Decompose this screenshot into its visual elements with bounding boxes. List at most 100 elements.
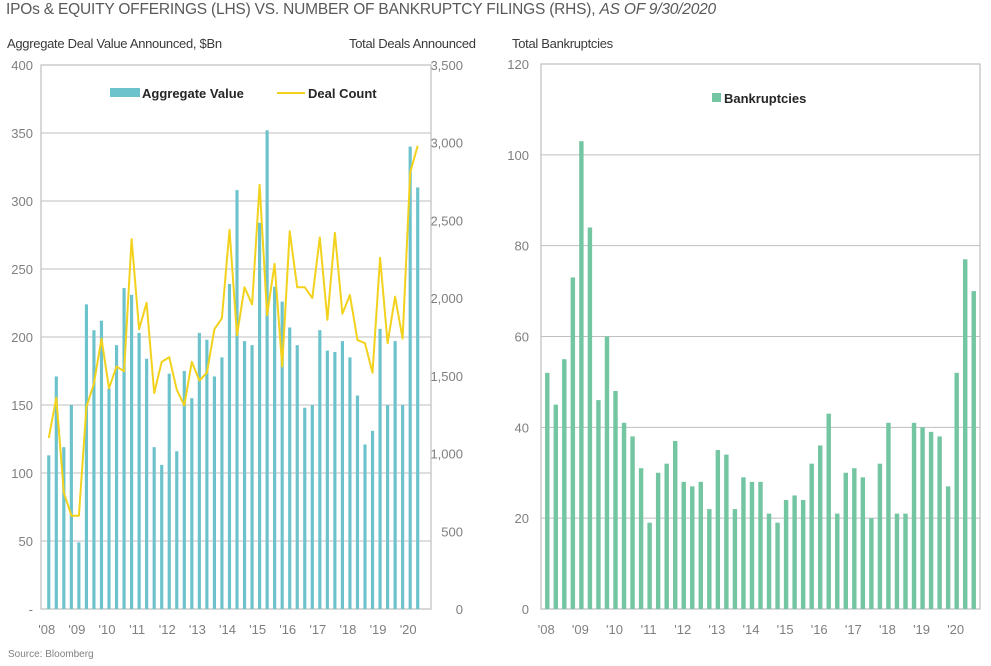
aggregate-value-bar	[378, 328, 382, 609]
right-x-tick-label: '10	[606, 622, 623, 637]
bankruptcy-bar	[826, 413, 831, 609]
bankruptcy-y-axis-label: Total Bankruptcies	[512, 36, 613, 51]
source-note: Source: Bloomberg	[8, 649, 94, 660]
aggregate-value-bar	[325, 350, 329, 609]
bankruptcy-bar	[911, 422, 917, 609]
left-y-tick-label: 350	[11, 126, 33, 141]
bankruptcy-bar	[809, 463, 814, 609]
aggregate-value-bar	[137, 332, 141, 609]
aggregate-value-bar	[114, 345, 119, 609]
bankruptcy-bar	[596, 400, 601, 609]
bankruptcy-y-tick-label: 0	[522, 602, 529, 617]
bankruptcy-bar	[638, 468, 644, 609]
aggregate-value-bar	[92, 330, 96, 609]
bankruptcy-bar	[817, 445, 823, 609]
bankruptcy-bar	[971, 291, 976, 609]
bankruptcy-bar	[579, 141, 584, 610]
right-y-tick-label: 3,000	[430, 136, 463, 151]
aggregate-value-bar	[54, 376, 58, 609]
aggregate-value-bar	[190, 398, 194, 609]
bankruptcy-bar	[655, 472, 661, 609]
aggregate-value-bar	[62, 447, 66, 609]
bankruptcy-bar	[792, 495, 797, 609]
aggregate-value-bar	[363, 444, 367, 609]
bankruptcy-bar	[724, 454, 729, 609]
left-x-tick-label: '13	[189, 622, 206, 637]
bankruptcy-bar	[545, 372, 550, 609]
bankruptcy-bar	[852, 468, 857, 609]
bankruptcy-bar	[775, 522, 780, 609]
aggregate-value-bar	[288, 327, 292, 609]
aggregate-value-bar	[318, 330, 322, 609]
bankruptcy-bar	[894, 513, 900, 609]
left-x-tick-label: '10	[99, 622, 116, 637]
aggregate-value-bar	[152, 447, 156, 609]
aggregate-value-bar	[355, 395, 360, 609]
right-x-tick-label: '16	[811, 622, 828, 637]
left-x-tick-label: '14	[219, 622, 236, 637]
bankruptcy-bar	[630, 436, 635, 609]
right-x-tick-label: '17	[845, 622, 862, 637]
right-x-tick-label: '18	[879, 622, 896, 637]
bankruptcy-bar	[758, 481, 763, 609]
right-x-tick-label: '12	[674, 622, 691, 637]
bankruptcy-y-tick-label: 120	[507, 57, 529, 72]
aggregate-value-bar	[265, 130, 269, 609]
bankruptcy-y-tick-label: 100	[507, 148, 529, 163]
bankruptcy-bar	[553, 404, 559, 609]
bankruptcy-y-tick-label: 20	[515, 511, 529, 526]
bankruptcy-bar	[783, 500, 789, 609]
aggregate-value-bar	[310, 405, 314, 609]
bankruptcy-bar	[903, 513, 908, 609]
aggregate-value-bar	[303, 407, 307, 609]
aggregate-value-bar	[340, 341, 344, 609]
bankruptcy-bar	[962, 259, 968, 609]
bankruptcy-bar	[672, 440, 678, 609]
left-y-axis-label: Aggregate Deal Value Announced, $Bn	[7, 36, 222, 51]
aggregate-value-bar	[160, 464, 164, 609]
left-x-tick-label: '11	[129, 622, 145, 637]
bankruptcy-bar	[698, 481, 704, 609]
left-y-tick-label: 50	[19, 534, 33, 549]
aggregate-value-bar	[130, 294, 134, 609]
right-x-tick-label: '11	[641, 622, 657, 637]
right-y-tick-label: 1,500	[430, 369, 463, 384]
aggregate-value-bar	[273, 286, 277, 609]
left-x-tick-label: '15	[249, 622, 266, 637]
legend-label-bankruptcies: Bankruptcies	[724, 91, 806, 106]
right-x-tick-label: '15	[777, 622, 794, 637]
bankruptcy-bar	[621, 422, 627, 609]
bankruptcy-bar	[707, 509, 712, 609]
aggregate-value-bar	[167, 373, 171, 609]
aggregate-value-bar	[393, 341, 397, 609]
left-x-tick-label: '08	[38, 622, 55, 637]
right-x-tick-label: '14	[742, 622, 759, 637]
aggregate-value-bar	[77, 542, 81, 609]
bankruptcy-bar	[954, 372, 959, 609]
bankruptcy-bar	[869, 518, 874, 609]
aggregate-value-bar	[227, 283, 232, 609]
left-y-tick-label: 200	[11, 330, 33, 345]
right-y-tick-label: 1,000	[430, 447, 463, 462]
right-y-tick-label: 2,500	[430, 213, 463, 228]
bankruptcy-bar	[835, 513, 840, 609]
aggregate-value-bar	[401, 405, 405, 609]
bankruptcy-bar	[664, 463, 669, 609]
aggregate-value-bar	[212, 376, 216, 609]
aggregate-value-bar	[197, 332, 201, 609]
aggregate-value-bar	[182, 371, 186, 609]
bankruptcy-bar	[843, 472, 849, 609]
aggregate-value-bar	[416, 187, 420, 609]
aggregate-value-bar	[47, 455, 51, 609]
bankruptcy-bar	[937, 436, 942, 609]
right-y-tick-label: 2,000	[430, 291, 463, 306]
aggregate-value-bar	[348, 357, 352, 609]
aggregate-value-bar	[145, 358, 149, 609]
bankruptcy-bar	[570, 277, 576, 609]
bankruptcy-y-tick-label: 40	[515, 420, 529, 435]
legend-swatch-bankruptcies	[712, 93, 721, 102]
left-y-tick-label: 100	[11, 466, 33, 481]
bankruptcy-bar	[647, 522, 652, 609]
bankruptcy-bar	[587, 227, 593, 609]
